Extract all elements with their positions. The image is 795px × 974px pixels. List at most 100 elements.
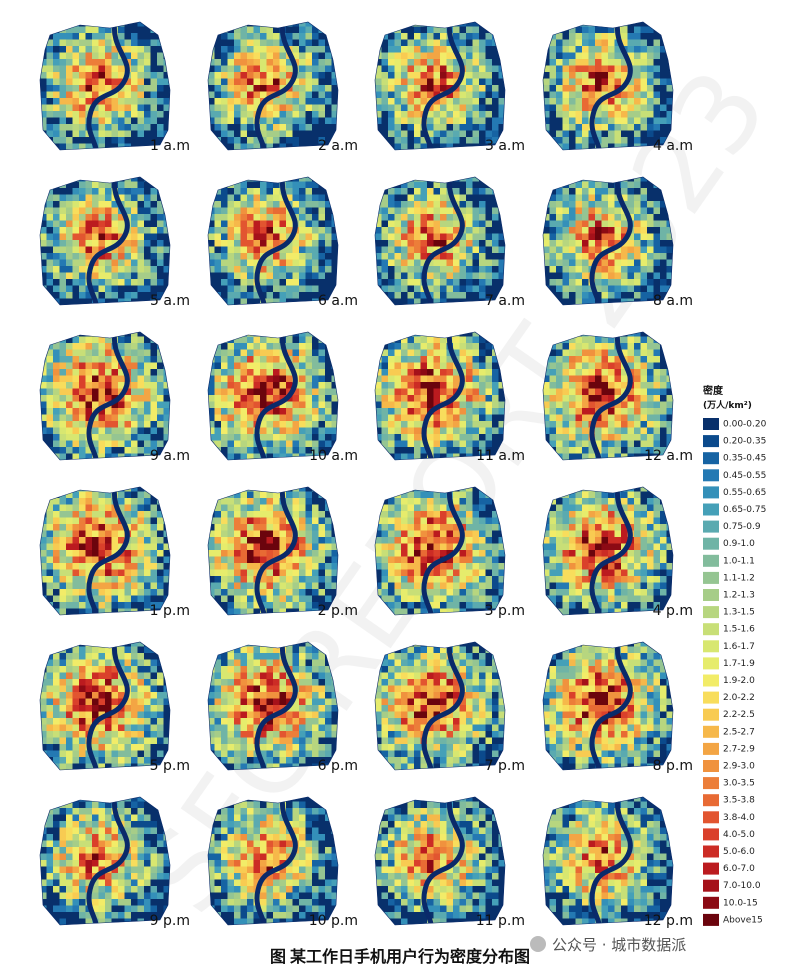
density-cell <box>72 246 80 254</box>
density-cell <box>111 253 119 260</box>
density-cell <box>46 177 54 182</box>
density-cell <box>420 453 428 460</box>
density-cell <box>312 117 319 125</box>
density-cell <box>640 220 648 228</box>
density-cell <box>562 124 570 131</box>
density-cell <box>170 72 177 79</box>
density-cell <box>401 253 408 260</box>
density-cell <box>381 362 389 370</box>
density-cell <box>608 259 615 267</box>
density-cell <box>53 59 60 66</box>
density-cell <box>407 369 415 376</box>
density-cell <box>286 414 293 422</box>
density-cell <box>144 33 151 40</box>
watermark: 公众号 · 城市数据派 <box>552 936 686 954</box>
panel-label: 8 a.m <box>653 293 693 309</box>
density-cell <box>505 260 512 267</box>
density-cell <box>163 246 170 254</box>
density-cell <box>266 453 274 460</box>
density-cell <box>273 194 280 202</box>
density-cell <box>157 240 164 247</box>
density-cell <box>66 39 73 47</box>
density-cell <box>221 65 228 73</box>
density-cell <box>144 39 151 47</box>
density-cell <box>208 233 215 241</box>
density-cell <box>144 336 151 344</box>
density-cell <box>79 401 86 409</box>
density-cell <box>137 227 145 234</box>
density-cell <box>292 117 300 125</box>
density-cell <box>53 408 60 415</box>
density-cell <box>414 434 421 441</box>
density-cell <box>427 26 434 34</box>
density-cell <box>299 233 306 241</box>
density-cell <box>150 401 158 409</box>
density-cell <box>673 33 680 40</box>
density-cell <box>144 65 151 73</box>
density-cell <box>234 194 241 202</box>
density-cell <box>253 137 261 144</box>
density-cell <box>118 220 125 228</box>
density-cell <box>137 362 145 370</box>
density-cell <box>549 85 557 92</box>
density-cell <box>459 279 467 286</box>
density-cell <box>157 382 164 389</box>
density-cell <box>505 286 512 293</box>
density-cell <box>466 305 473 312</box>
density-cell <box>381 124 389 131</box>
density-cell <box>569 52 576 60</box>
density-cell <box>92 279 99 286</box>
density-cell <box>318 292 326 299</box>
density-cell <box>446 124 454 131</box>
density-cell <box>453 259 460 267</box>
density-cell <box>498 26 505 34</box>
density-cell <box>286 460 293 467</box>
density-cell <box>453 220 460 228</box>
density-cell <box>420 253 428 260</box>
density-cell <box>92 227 99 234</box>
density-cell <box>492 78 499 86</box>
density-cell <box>105 382 112 389</box>
density-cell <box>472 401 480 409</box>
density-cell <box>105 85 112 92</box>
density-cell <box>621 266 628 273</box>
density-cell <box>640 246 648 254</box>
density-cell <box>137 214 145 221</box>
density-cell <box>305 382 313 389</box>
density-cell <box>208 272 215 280</box>
density-cell <box>221 194 228 202</box>
density-cell <box>98 143 106 150</box>
density-cell <box>40 305 47 312</box>
density-cell <box>150 85 158 92</box>
density-cell <box>208 246 215 254</box>
density-cell <box>86 460 93 467</box>
density-cell <box>299 104 306 112</box>
density-cell <box>66 72 73 79</box>
density-cell <box>381 111 389 118</box>
density-cell <box>440 65 447 73</box>
density-cell <box>214 356 222 363</box>
density-cell <box>375 460 382 467</box>
density-cell <box>208 382 215 389</box>
density-cell <box>666 85 673 92</box>
density-cell <box>433 207 441 215</box>
density-cell <box>305 52 313 60</box>
density-cell <box>214 52 222 60</box>
density-cell <box>118 440 125 448</box>
density-cell <box>498 272 505 280</box>
density-cell <box>144 52 151 60</box>
density-cell <box>85 33 93 40</box>
density-cell <box>72 104 80 112</box>
density-cell <box>292 434 300 441</box>
density-cell <box>446 137 454 144</box>
density-cell <box>137 447 145 454</box>
density-cell <box>66 194 73 202</box>
density-cell <box>79 104 86 112</box>
density-cell <box>401 130 408 138</box>
density-cell <box>227 59 235 66</box>
density-cell <box>459 124 467 131</box>
density-cell <box>92 266 99 273</box>
density-cell <box>479 279 486 286</box>
density-cell <box>325 408 332 415</box>
density-cell <box>608 181 615 189</box>
